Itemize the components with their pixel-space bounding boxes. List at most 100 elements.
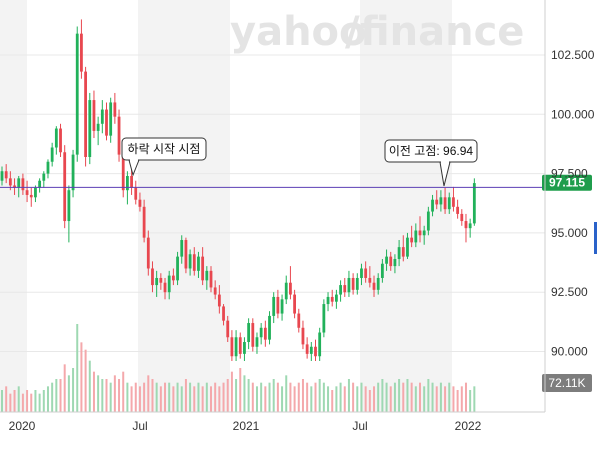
volume-bar [239,368,242,412]
candle-body [309,346,313,354]
candle-body [180,240,184,257]
volume-bar [289,382,292,412]
candle-body [272,296,276,316]
candle-body [63,152,67,222]
candle-body [59,128,62,153]
candle-body [34,187,37,198]
candle-body [322,304,326,333]
candle-body [71,154,75,191]
volume-bar [243,375,246,412]
volume-bar [97,375,100,412]
volume-bar [414,386,417,412]
candle-body [138,199,142,207]
volume-bar [439,382,442,412]
candle-body [188,254,192,269]
volume-bar [59,379,62,412]
volume-bar [210,386,212,412]
volume-bar [260,382,263,412]
candle-body [247,323,251,343]
volume-bar [201,386,204,412]
candle-body [84,71,87,157]
volume-bar [72,368,75,412]
candle-body [251,323,255,347]
candle-body [8,178,12,186]
volume-bar [310,386,313,412]
volume-bar [343,386,346,412]
volume-bar [247,379,250,412]
volume-bar [364,386,367,412]
volume-bar [373,386,376,412]
volume-bar [335,386,338,412]
volume-bar [105,379,108,412]
volume-bar [122,371,125,412]
annotation-callout: 하락 시작 시점 [121,137,207,177]
candle-body [364,268,368,278]
candle-body [113,102,117,117]
callout-label: 이전 고점: 96.94 [389,144,474,158]
volume-bar [26,390,29,412]
volume-bar [189,382,192,412]
candle-body [92,100,96,131]
candle-body [201,256,205,281]
volume-bar [126,382,129,412]
volume-bar [226,379,229,412]
candle-body [426,211,430,231]
volume-bar [218,386,221,412]
candle-body [197,256,200,271]
volume-bar [285,375,288,412]
volume-bar [84,349,87,412]
volume-bar [360,382,363,412]
candle-body [326,296,330,305]
volume-bar [118,379,121,412]
volume-bar [327,386,330,412]
candle-body [75,33,79,155]
volume-bar [264,386,267,412]
y-tick-label: 95.000 [551,226,588,240]
y-tick-label: 100.000 [551,107,595,121]
volume-bar [268,382,271,412]
volume-bar [464,382,467,412]
volume-bar [419,382,421,412]
volume-bar [143,382,146,412]
watermark-slash-text: / [345,9,360,55]
candle-body [105,109,108,136]
x-tick-label: Jul [132,419,147,433]
axes: 102.500 100.000 97.500 95.000 92.500 90.000 20… [0,0,595,433]
shaded-period [0,0,27,412]
volume-bar [193,386,196,412]
candle-body [243,342,246,354]
volume-bar [272,379,275,412]
volume-bar [1,390,3,412]
candle-body [38,180,42,188]
volume-bar [76,324,79,412]
y-tick-label: 97.500 [551,167,588,181]
candle-body [0,171,4,181]
volume-bar [276,382,279,412]
volume-bar [222,382,225,412]
callout-box [121,137,207,161]
last-price-label: 97.115 [549,176,585,190]
shaded-period [138,0,230,412]
volume-bar [301,379,304,412]
candle-body [293,294,296,314]
volume-bar [281,386,284,412]
candle-body [217,294,221,307]
volume-bar [92,371,95,412]
candle-body [42,173,46,181]
volume-bar [406,379,409,412]
candle-body [17,178,21,188]
candle-body [184,240,188,269]
volume-bar [389,386,392,412]
annotation-callouts: 하락 시작 시점 이전 고점: 96.94 [121,137,478,187]
volume-bar [9,393,12,412]
candle-body [280,299,284,314]
candle-body [126,175,129,191]
volume-bar [444,386,447,412]
volume-bar [322,382,325,412]
volume-bar [134,382,137,412]
candle-body [443,197,447,210]
candle-body [435,199,439,205]
candle-body [213,287,217,295]
